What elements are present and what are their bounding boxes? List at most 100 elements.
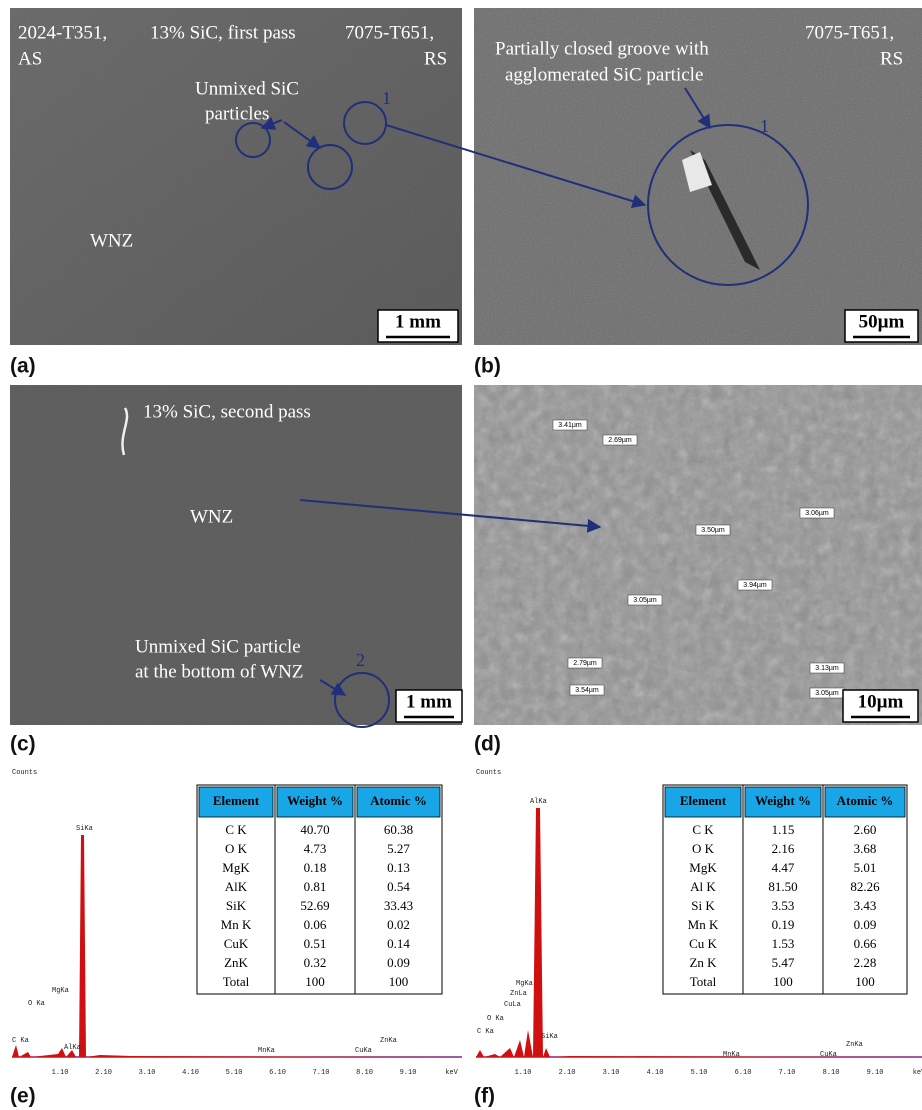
cell-text: 0.09 bbox=[854, 917, 877, 932]
cell-text: O K bbox=[225, 841, 248, 856]
cell-text: SiK bbox=[226, 898, 247, 913]
peak-label: ZnKa bbox=[380, 1037, 397, 1045]
cell-text: 81.50 bbox=[768, 879, 797, 894]
measurement: 3.94µm bbox=[743, 582, 767, 589]
image-d-grain bbox=[474, 385, 922, 725]
cell-text: O K bbox=[692, 841, 715, 856]
cell-text: CuK bbox=[224, 936, 249, 951]
cell-text: Total bbox=[223, 974, 250, 989]
annotation: Unmixed SiC particle bbox=[135, 636, 301, 657]
panel-label: (c) bbox=[10, 733, 36, 756]
cell-text: 3.68 bbox=[854, 841, 877, 856]
cell-text: MgK bbox=[689, 860, 717, 875]
annotation: 13% SiC, first pass bbox=[150, 22, 296, 43]
panel-label: (b) bbox=[474, 355, 501, 378]
x-tick-label: 7.10 bbox=[779, 1069, 796, 1077]
annotation: 1 bbox=[760, 116, 769, 136]
annotation: 7075-T651, bbox=[345, 22, 434, 43]
panel-label: (a) bbox=[10, 355, 36, 378]
cell-text: C K bbox=[692, 822, 714, 837]
x-tick-label: 7.10 bbox=[313, 1069, 330, 1077]
header-text: Weight % bbox=[287, 793, 343, 808]
cell-text: 0.51 bbox=[304, 936, 327, 951]
cell-text: 3.43 bbox=[854, 898, 877, 913]
cell-text: 0.32 bbox=[304, 955, 327, 970]
cell-text: Mn K bbox=[688, 917, 719, 932]
x-tick-label: 3.10 bbox=[603, 1069, 620, 1077]
annotation: RS bbox=[880, 48, 903, 69]
scale-label: 50µm bbox=[859, 311, 905, 332]
annotation: WNZ bbox=[90, 230, 133, 251]
x-tick-label: 4.10 bbox=[182, 1069, 199, 1077]
annotation: particles bbox=[205, 103, 269, 124]
cell-text: 52.69 bbox=[300, 898, 329, 913]
cell-text: 5.27 bbox=[387, 841, 410, 856]
cell-text: Si K bbox=[691, 898, 715, 913]
annotation: 13% SiC, second pass bbox=[143, 401, 311, 422]
cell-text: 33.43 bbox=[384, 898, 413, 913]
measurement: 3.05µm bbox=[815, 690, 839, 697]
axis-title: Counts bbox=[12, 769, 37, 777]
header-text: Element bbox=[680, 793, 727, 808]
panel-label: (f) bbox=[474, 1085, 495, 1108]
cell-text: MgK bbox=[222, 860, 250, 875]
scale-label: 1 mm bbox=[395, 311, 441, 332]
peak-label: C Ka bbox=[12, 1037, 29, 1045]
cell-text: 100 bbox=[305, 974, 325, 989]
annotation: 1 bbox=[382, 88, 391, 108]
peak-label: SiKa bbox=[76, 825, 93, 833]
cell-text: 60.38 bbox=[384, 822, 413, 837]
x-tick-label: 2.10 bbox=[95, 1069, 112, 1077]
cell-text: 40.70 bbox=[300, 822, 329, 837]
header-text: Atomic % bbox=[370, 793, 427, 808]
scale-label: 1 mm bbox=[406, 691, 452, 712]
x-tick-label: keV bbox=[445, 1069, 458, 1077]
cell-text: 0.06 bbox=[304, 917, 327, 932]
cell-text: AlK bbox=[225, 879, 248, 894]
peak-label: C Ka bbox=[477, 1028, 494, 1036]
cell-text: Total bbox=[690, 974, 717, 989]
x-tick-label: 6.10 bbox=[735, 1069, 752, 1077]
annotation: agglomerated SiC particle bbox=[505, 64, 703, 85]
x-tick-label: 1.10 bbox=[515, 1069, 532, 1077]
cell-text: Zn K bbox=[689, 955, 717, 970]
cell-text: 0.66 bbox=[854, 936, 877, 951]
scale-label: 10µm bbox=[858, 691, 904, 712]
x-tick-label: 3.10 bbox=[139, 1069, 156, 1077]
x-tick-label: 8.10 bbox=[356, 1069, 373, 1077]
x-tick-label: 9.10 bbox=[400, 1069, 417, 1077]
annotation: at the bottom of WNZ bbox=[135, 661, 304, 682]
header-text: Atomic % bbox=[837, 793, 894, 808]
image-a-texture bbox=[10, 8, 462, 345]
cell-text: 0.13 bbox=[387, 860, 410, 875]
cell-text: 100 bbox=[389, 974, 409, 989]
peak-label: AlKa bbox=[64, 1044, 81, 1052]
measurement: 3.50µm bbox=[701, 527, 725, 534]
cell-text: Mn K bbox=[221, 917, 252, 932]
cell-text: 5.47 bbox=[772, 955, 795, 970]
x-tick-label: keV bbox=[913, 1069, 922, 1077]
annotation: 2 bbox=[356, 650, 365, 670]
cell-text: 2.60 bbox=[854, 822, 877, 837]
header-text: Element bbox=[213, 793, 260, 808]
cell-text: Cu K bbox=[689, 936, 717, 951]
x-tick-label: 1.10 bbox=[52, 1069, 69, 1077]
cell-text: 4.47 bbox=[772, 860, 795, 875]
cell-text: 0.54 bbox=[387, 879, 410, 894]
cell-text: 0.09 bbox=[387, 955, 410, 970]
peak-label: MnKa bbox=[258, 1047, 275, 1055]
x-tick-label: 4.10 bbox=[647, 1069, 664, 1077]
cell-text: 0.02 bbox=[387, 917, 410, 932]
peak-label: SiKa bbox=[541, 1033, 558, 1041]
peak-label: MgKa bbox=[516, 980, 533, 988]
panel-label: (d) bbox=[474, 733, 501, 756]
cell-text: 1.53 bbox=[772, 936, 795, 951]
peak-label: O Ka bbox=[28, 1000, 45, 1008]
cell-text: 3.53 bbox=[772, 898, 795, 913]
annotation: WNZ bbox=[190, 506, 233, 527]
x-tick-label: 5.10 bbox=[691, 1069, 708, 1077]
annotation: 7075-T651, bbox=[805, 22, 894, 43]
cell-text: 2.28 bbox=[854, 955, 877, 970]
axis-title: Counts bbox=[476, 769, 501, 777]
x-tick-label: 2.10 bbox=[559, 1069, 576, 1077]
